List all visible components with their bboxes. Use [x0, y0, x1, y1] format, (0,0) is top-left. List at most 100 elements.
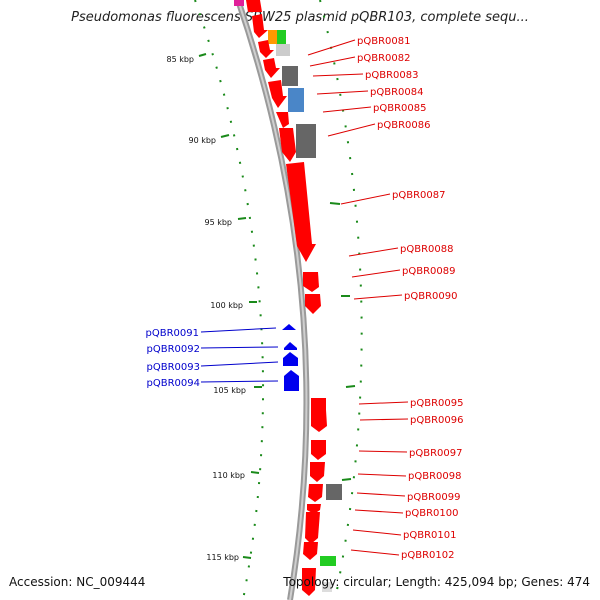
tick-outer-c — [345, 385, 356, 388]
red-gene-pQBR0099[interactable] — [308, 484, 323, 502]
blue-label-leaders — [200, 327, 279, 383]
kbp-label-95: 95 kbp — [204, 218, 232, 227]
gene-label-pQBR0102[interactable]: pQBR0102 — [401, 550, 454, 561]
gene-label-pQBR0100[interactable]: pQBR0100 — [405, 508, 458, 519]
leader-pQBR0082 — [309, 56, 356, 67]
gene-label-pQBR0086[interactable]: pQBR0086 — [377, 120, 430, 131]
feature-light-grey-2[interactable] — [322, 582, 332, 592]
topology-summary: Topology: circular; Length: 425,094 bp; … — [282, 575, 590, 589]
leader-pQBR0088 — [348, 247, 399, 257]
red-gene-labels: pQBR0081 pQBR0082 pQBR0083 pQBR0084 pQBR… — [357, 36, 463, 561]
feature-track — [234, 0, 342, 592]
leader-pQBR0087 — [340, 193, 391, 205]
reverse-strand-genes — [282, 324, 299, 391]
blue-gene-pQBR0093[interactable] — [283, 352, 298, 366]
leader-pQBR0102 — [350, 549, 400, 556]
blue-gene-pQBR0092[interactable] — [284, 342, 297, 350]
feature-grey-2[interactable] — [296, 124, 316, 158]
gene-label-pQBR0096[interactable]: pQBR0096 — [410, 415, 463, 426]
gene-label-pQBR0088[interactable]: pQBR0088 — [400, 244, 453, 255]
kbp-labels: 85 kbp 90 kbp 95 kbp 100 kbp 105 kbp 110… — [166, 55, 246, 562]
red-gene-pQBR0101[interactable] — [305, 512, 320, 544]
feature-green-2[interactable] — [320, 556, 336, 566]
gene-label-pQBR0092[interactable]: pQBR0092 — [147, 344, 200, 355]
leader-pQBR0090 — [353, 294, 403, 300]
tick-115 — [242, 556, 252, 559]
red-gene-pQBR0102[interactable] — [303, 542, 318, 560]
red-gene-pQBR0090[interactable] — [305, 294, 321, 314]
gene-label-pQBR0081[interactable]: pQBR0081 — [357, 36, 410, 47]
blue-gene-pQBR0091[interactable] — [282, 324, 296, 330]
leader-pQBR0084 — [316, 90, 369, 95]
leader-pQBR0100 — [354, 509, 404, 514]
blue-gene-labels: pQBR0091 pQBR0092 pQBR0093 pQBR0094 — [146, 328, 200, 389]
red-gene-top[interactable] — [246, 0, 262, 12]
red-gene-b[interactable] — [258, 40, 274, 58]
feature-magenta[interactable] — [234, 0, 244, 6]
gene-label-pQBR0082[interactable]: pQBR0082 — [357, 53, 410, 64]
gene-label-pQBR0101[interactable]: pQBR0101 — [403, 530, 456, 541]
leader-pQBR0097 — [358, 450, 408, 453]
leader-pQBR0089 — [351, 269, 401, 278]
tick-85 — [198, 53, 207, 57]
gene-label-pQBR0087[interactable]: pQBR0087 — [392, 190, 445, 201]
red-gene-pQBR0096[interactable] — [311, 410, 327, 432]
gene-label-pQBR0084[interactable]: pQBR0084 — [370, 87, 423, 98]
gene-label-pQBR0093[interactable]: pQBR0093 — [147, 362, 200, 373]
leader-pQBR0092 — [200, 346, 279, 349]
leader-pQBR0093 — [200, 361, 279, 367]
backbone-highlight — [237, 0, 308, 600]
red-label-leaders — [307, 39, 409, 556]
kbp-ticks — [198, 53, 356, 559]
map-title: Pseudomonas fluorescens SBW25 plasmid pQ… — [71, 10, 529, 25]
gene-label-pQBR0090[interactable]: pQBR0090 — [404, 291, 457, 302]
feature-blue-1[interactable] — [288, 88, 304, 112]
red-gene-bottom[interactable] — [302, 568, 316, 596]
red-gene-e[interactable] — [276, 112, 289, 128]
feature-orange[interactable] — [268, 30, 277, 44]
gene-label-pQBR0095[interactable]: pQBR0095 — [410, 398, 463, 409]
leader-pQBR0086 — [327, 123, 376, 137]
tick-95 — [237, 217, 247, 220]
feature-green-small[interactable] — [277, 30, 286, 44]
red-gene-c[interactable] — [263, 58, 280, 78]
gene-label-pQBR0083[interactable]: pQBR0083 — [365, 70, 418, 81]
blue-gene-pQBR0094[interactable] — [284, 370, 299, 391]
leader-pQBR0099 — [356, 492, 406, 497]
leader-pQBR0083 — [312, 73, 364, 77]
red-gene-pQBR0097[interactable] — [311, 440, 326, 460]
gene-label-pQBR0091[interactable]: pQBR0091 — [146, 328, 199, 339]
red-gene-d[interactable] — [268, 80, 287, 108]
red-gene-pQBR0086[interactable] — [279, 128, 296, 162]
red-gene-a[interactable] — [252, 14, 268, 38]
tick-110 — [250, 471, 260, 474]
gene-label-pQBR0098[interactable]: pQBR0098 — [408, 471, 461, 482]
red-gene-pQBR0098[interactable] — [310, 462, 325, 482]
leader-pQBR0095 — [358, 401, 409, 405]
red-gene-pQBR0100[interactable] — [307, 504, 321, 514]
tick-90 — [220, 134, 230, 138]
kbp-label-100: 100 kbp — [210, 301, 243, 310]
gene-label-pQBR0085[interactable]: pQBR0085 — [373, 103, 426, 114]
kbp-label-85: 85 kbp — [166, 55, 194, 64]
leader-pQBR0094 — [200, 380, 279, 383]
leader-pQBR0091 — [200, 327, 277, 333]
gene-label-pQBR0099[interactable]: pQBR0099 — [407, 492, 460, 503]
feature-light-grey[interactable] — [276, 44, 290, 56]
accession-label: Accession: NC_009444 — [9, 575, 145, 589]
gene-label-pQBR0089[interactable]: pQBR0089 — [402, 266, 455, 277]
gene-label-pQBR0097[interactable]: pQBR0097 — [409, 448, 462, 459]
kbp-label-105: 105 kbp — [213, 386, 246, 395]
kbp-label-110: 110 kbp — [212, 471, 245, 480]
leader-pQBR0101 — [352, 529, 402, 536]
feature-grey-1[interactable] — [282, 66, 298, 86]
red-gene-pQBR0087[interactable] — [286, 162, 316, 262]
forward-strand-genes — [246, 0, 327, 596]
feature-grey-3[interactable] — [326, 484, 342, 500]
tick-outer-d — [341, 478, 352, 481]
leader-pQBR0081 — [307, 39, 356, 56]
gene-label-pQBR0094[interactable]: pQBR0094 — [147, 378, 200, 389]
red-gene-pQBR0089[interactable] — [303, 272, 319, 292]
